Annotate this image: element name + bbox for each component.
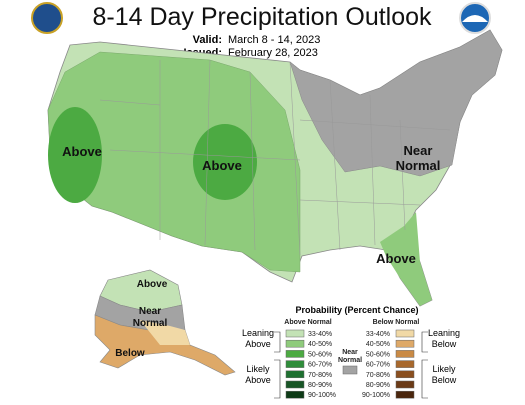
- region-label: Above: [62, 144, 102, 159]
- legend-swatch: [285, 339, 305, 348]
- legend-group: Likely: [432, 364, 456, 374]
- legend-swatch: [285, 329, 305, 338]
- legend-title: Probability (Percent Chance): [295, 305, 418, 315]
- legend-level: 40-50%: [308, 341, 332, 348]
- region-label: Above: [202, 158, 242, 173]
- legend-near: Normal: [338, 357, 362, 364]
- legend-level: 80-90%: [308, 382, 332, 389]
- legend-level: 90-100%: [362, 392, 390, 399]
- legend-swatch: [285, 360, 305, 368]
- legend-swatch: [395, 339, 415, 348]
- legend-near: Near: [342, 349, 358, 356]
- central-dark-green: [193, 124, 257, 200]
- legend-group: Above: [245, 375, 271, 385]
- southeast-green: [380, 212, 432, 306]
- west-coast-dark-green: [48, 107, 102, 203]
- alaska-light-tan: [140, 320, 190, 345]
- legend-swatch: [395, 360, 415, 368]
- legend-header: Below Normal: [373, 319, 420, 326]
- legend-group: Above: [245, 339, 271, 349]
- legend-level: 40-50%: [366, 341, 390, 348]
- legend-swatch: [285, 390, 305, 399]
- legend-swatch: [285, 370, 305, 379]
- legend-level: 60-70%: [366, 362, 390, 369]
- valid-date: March 8 - 14, 2023: [228, 34, 320, 46]
- legend-swatch: [285, 380, 305, 389]
- legend-group: Likely: [246, 364, 270, 374]
- legend-swatch: [395, 370, 415, 379]
- legend-group: Leaning: [428, 328, 460, 338]
- legend-level: 50-60%: [308, 351, 332, 358]
- region-label: Normal: [133, 318, 168, 329]
- legend-group: Below: [432, 375, 457, 385]
- legend-level: 70-80%: [308, 372, 332, 379]
- legend-level: 70-80%: [366, 372, 390, 379]
- legend-swatch: [342, 365, 358, 375]
- legend-swatch: [395, 329, 415, 338]
- title: 8-14 Day Precipitation Outlook: [92, 3, 432, 31]
- legend-swatch: [395, 390, 415, 399]
- region-label: Below: [115, 348, 145, 359]
- valid-label: Valid:: [193, 34, 222, 46]
- legend-swatch: [395, 350, 415, 358]
- legend-level: 60-70%: [308, 362, 332, 369]
- legend-level: 80-90%: [366, 382, 390, 389]
- region-label: Above: [137, 279, 168, 290]
- legend-brackets: [274, 331, 428, 399]
- region-label: Near: [139, 306, 161, 317]
- legend-group: Leaning: [242, 328, 274, 338]
- legend-group: Below: [432, 339, 457, 349]
- legend-swatch: [395, 380, 415, 389]
- legend-swatch: [285, 350, 305, 358]
- state-lines: [99, 59, 451, 256]
- region-label: Above: [376, 251, 416, 266]
- legend-level: 50-60%: [366, 351, 390, 358]
- doc-logo: [31, 2, 63, 34]
- issued-date: February 28, 2023: [228, 47, 318, 59]
- northeast-gray: [289, 29, 503, 177]
- region-label: Near: [404, 143, 433, 158]
- region-label: Normal: [396, 158, 441, 173]
- legend-level: 33-40%: [308, 331, 332, 338]
- legend-header: Above Normal: [284, 319, 332, 326]
- legend-level: 90-100%: [308, 392, 336, 399]
- noaa-logo-mark: [462, 15, 488, 22]
- legend-level: 33-40%: [366, 331, 390, 338]
